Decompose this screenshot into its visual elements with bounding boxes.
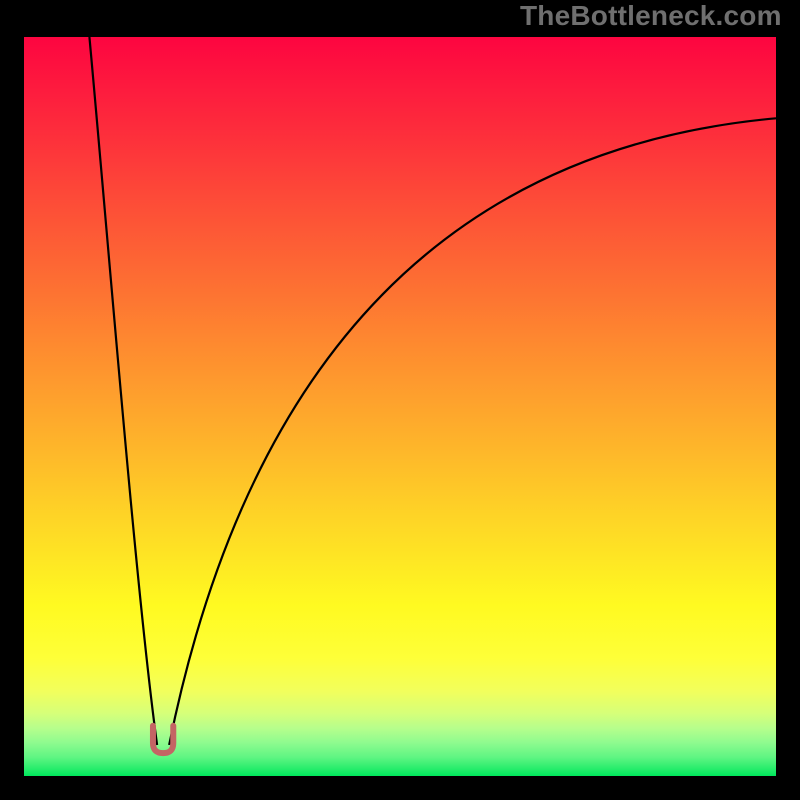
watermark-text: TheBottleneck.com	[520, 0, 782, 32]
bottleneck-curve-left	[89, 37, 157, 745]
curve-layer	[24, 37, 776, 776]
bottleneck-curve-right	[169, 118, 776, 745]
